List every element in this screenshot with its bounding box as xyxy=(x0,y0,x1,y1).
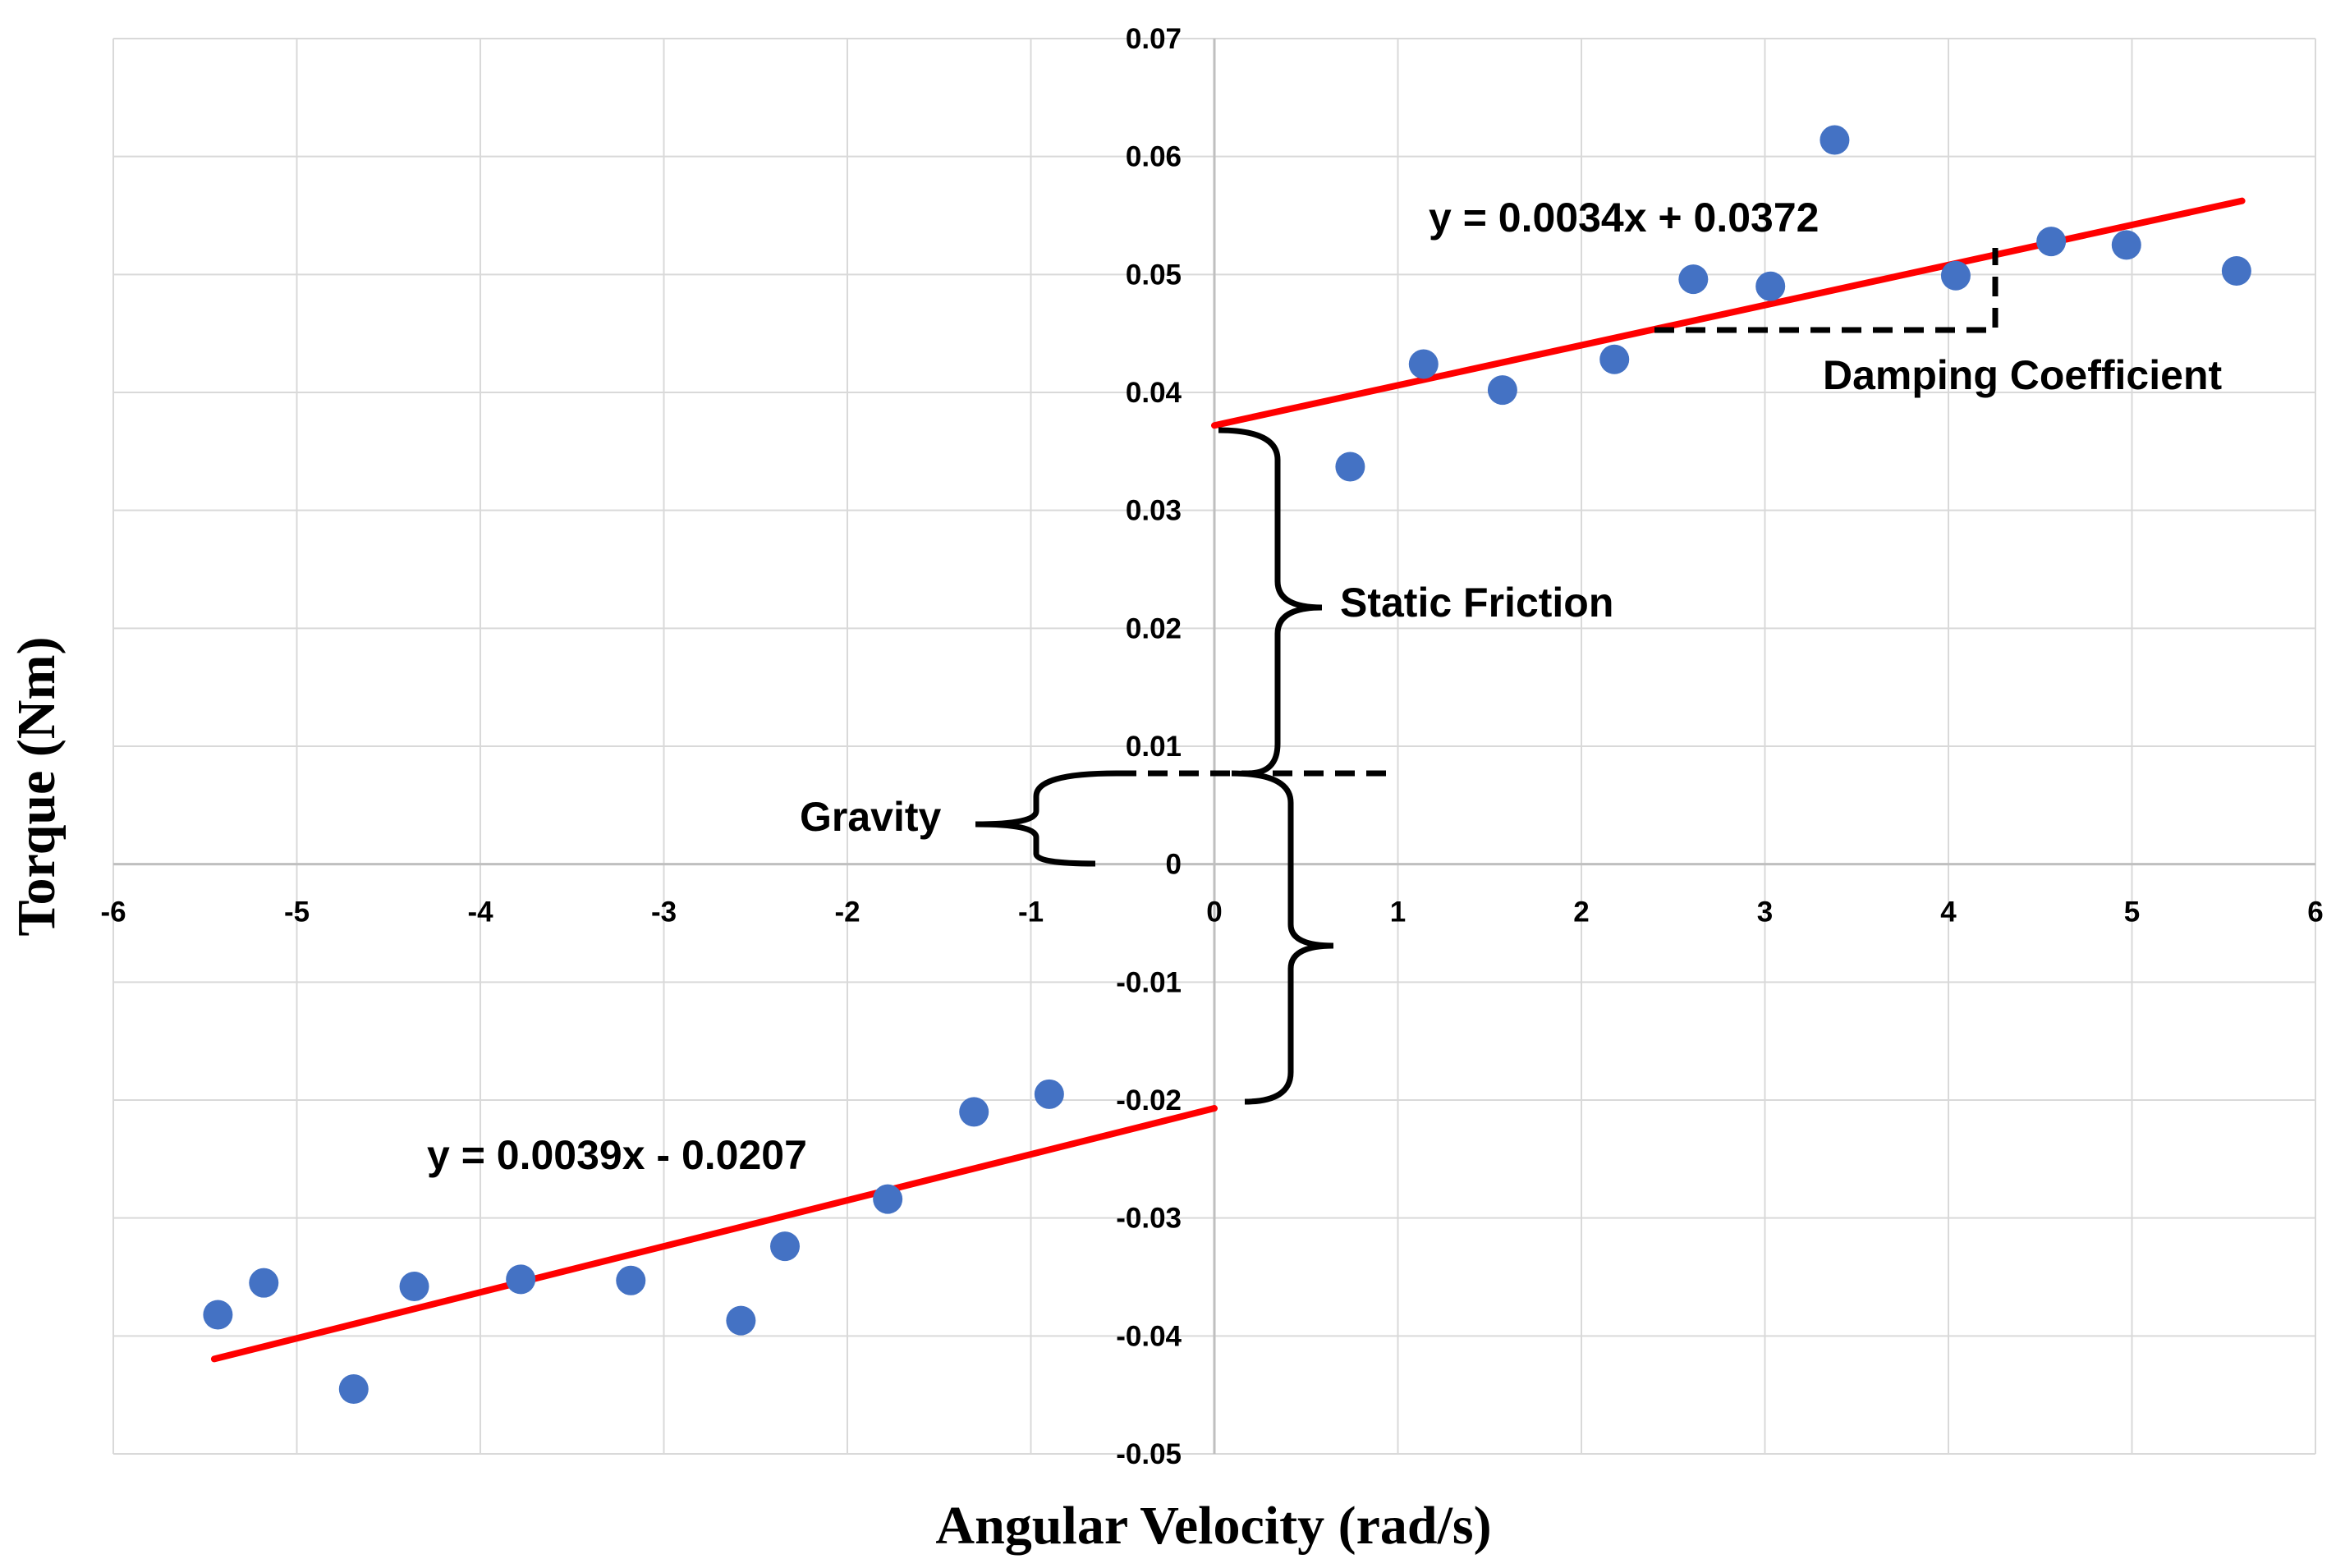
y-tick-label: -0.03 xyxy=(1116,1203,1182,1235)
x-tick-label: -3 xyxy=(651,896,677,928)
data-point xyxy=(770,1231,801,1262)
trendline xyxy=(210,1105,1218,1363)
data-point xyxy=(506,1264,536,1295)
x-tick-label: 3 xyxy=(1757,896,1773,928)
x-tick-label: 5 xyxy=(2124,896,2140,928)
x-tick-label: -2 xyxy=(834,896,860,928)
y-tick-label: 0.03 xyxy=(1126,495,1182,527)
x-tick-label: -6 xyxy=(100,896,126,928)
y-tick-label: -0.05 xyxy=(1116,1438,1182,1470)
trendline xyxy=(1211,197,2246,429)
x-tick-label: 0 xyxy=(1206,896,1222,928)
data-points xyxy=(203,125,2251,1404)
gravity-label: Gravity xyxy=(800,794,942,840)
data-point xyxy=(726,1305,756,1336)
y-tick-label: -0.02 xyxy=(1116,1084,1182,1116)
data-point xyxy=(249,1268,279,1298)
data-point xyxy=(399,1271,429,1301)
x-tick-label: 4 xyxy=(1940,896,1957,928)
y-tick-label: 0.05 xyxy=(1126,259,1182,291)
x-tick-label: 2 xyxy=(1573,896,1589,928)
x-tick-label: 6 xyxy=(2307,896,2323,928)
y-tick-label: 0 xyxy=(1166,849,1182,881)
data-point xyxy=(873,1184,903,1214)
y-tick-label: 0.01 xyxy=(1126,731,1182,763)
data-point xyxy=(1820,125,1850,155)
y-tick-label: 0.07 xyxy=(1126,23,1182,55)
x-axis-title: Angular Velocity (rad/s) xyxy=(935,1496,1491,1556)
data-point xyxy=(1678,264,1709,295)
static-friction-label: Static Friction xyxy=(1340,580,1613,626)
axes xyxy=(113,39,2315,1454)
y-tick-label: 0.02 xyxy=(1126,612,1182,644)
data-point xyxy=(2221,256,2251,287)
x-tick-label: 1 xyxy=(1390,896,1406,928)
y-tick-label: 0.04 xyxy=(1126,377,1182,409)
data-point xyxy=(1487,375,1517,406)
tick-labels: -6 -5 -4 -3 -2 -1 0 1 2 3 4 5 6 -0.05 -0.04 -0.03 -0.02 -… xyxy=(100,23,2323,1470)
data-point xyxy=(1408,349,1439,379)
x-tick-label: -1 xyxy=(1018,896,1044,928)
y-tick-label: -0.01 xyxy=(1116,966,1182,998)
x-tick-label: -4 xyxy=(467,896,493,928)
y-axis-title: Torque (Nm) xyxy=(7,637,67,937)
annotations: y = 0.0034x + 0.0372 y = 0.0039x - 0.020… xyxy=(427,195,2222,1178)
damping-coefficient-label: Damping Coefficient xyxy=(1823,352,2222,398)
data-point xyxy=(616,1265,646,1295)
y-tick-label: 0.06 xyxy=(1126,141,1182,173)
trendline-equation-negative: y = 0.0039x - 0.0207 xyxy=(427,1132,807,1178)
data-point xyxy=(2036,227,2067,257)
gravity-brace xyxy=(975,770,1117,867)
static-friction-brace-upper xyxy=(1218,427,1323,777)
x-tick-label: -5 xyxy=(284,896,310,928)
data-point xyxy=(203,1300,233,1330)
trendlines xyxy=(210,197,2246,1363)
data-point xyxy=(1599,344,1630,374)
static-friction-brace-lower xyxy=(1231,770,1334,1105)
data-point xyxy=(338,1373,369,1404)
data-point xyxy=(1940,260,1971,291)
data-point xyxy=(2111,230,2141,260)
data-point xyxy=(1755,271,1786,301)
trendline-equation-positive: y = 0.0034x + 0.0372 xyxy=(1429,195,1819,241)
data-point xyxy=(1335,452,1365,482)
data-point xyxy=(1034,1079,1064,1109)
data-point xyxy=(959,1097,989,1127)
y-tick-label: -0.04 xyxy=(1116,1320,1182,1352)
